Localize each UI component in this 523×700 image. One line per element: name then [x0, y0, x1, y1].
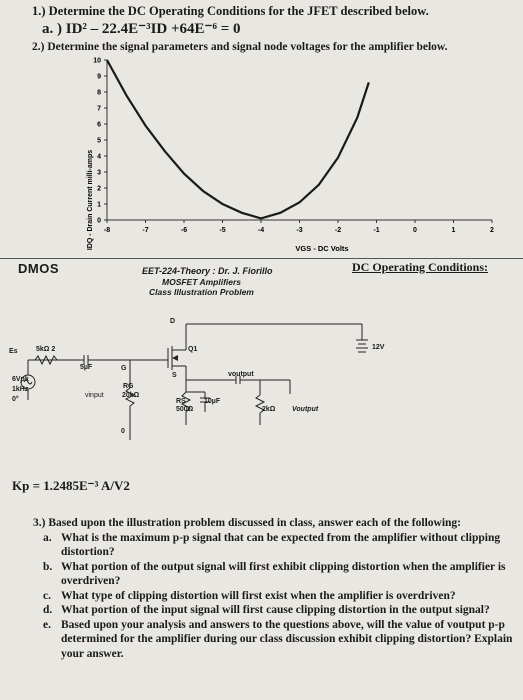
x-tick-label: 2	[490, 227, 494, 234]
question-1a-equation: a. ) ID² – 22.4E⁻³ID +64E⁻⁶ = 0	[42, 21, 241, 37]
x-tick-label: -4	[258, 227, 264, 234]
question-3-item: e. Based upon your analysis and answers t…	[43, 618, 518, 662]
dc-operating-conditions-heading: DC Operating Conditions:	[352, 260, 489, 274]
question-2: 2.) Determine the signal parameters and …	[32, 41, 448, 53]
y-tick-label: 10	[93, 58, 101, 65]
question-3-item-letter: e.	[43, 618, 51, 631]
x-tick-label: -3	[296, 227, 302, 234]
gate-label: G	[121, 365, 127, 372]
rs-resistor	[180, 391, 192, 413]
x-tick-label: -5	[219, 227, 225, 234]
question-3-item: d. What portion of the input signal will …	[43, 603, 518, 618]
signal-frequency-label: 1kHz	[12, 386, 29, 393]
question-1: 1.) Determine the DC Operating Condition…	[32, 4, 429, 18]
x-tick-label: -8	[104, 227, 110, 234]
circuit-title-topic: MOSFET Amplifiers	[162, 277, 242, 287]
rs-label: RS	[176, 398, 186, 405]
source-resistor-label: 5kΩ 2	[36, 346, 56, 353]
signal-amplitude-label: 6Vpk	[12, 376, 29, 383]
bypass-cap-label: 10µF	[204, 398, 221, 405]
dmos-label: DMOS	[18, 261, 59, 276]
drain-label: D	[170, 318, 176, 325]
question-3-item-text: What portion of the input signal will fi…	[61, 604, 490, 616]
question-3-item-text: What type of clipping distortion will fi…	[61, 589, 456, 602]
vdd-label: 12V	[372, 344, 385, 351]
question-3-item-letter: b.	[43, 560, 53, 573]
circuit-title-author: EET-224-Theory : Dr. J. Fiorillo	[142, 266, 273, 276]
section-divider	[0, 258, 523, 259]
question-3-list: a. What is the maximum p-p signal that ca…	[43, 531, 518, 662]
question-3-item: c. What type of clipping distortion will …	[43, 589, 518, 604]
y-tick-label: 5	[97, 138, 101, 145]
question-3-item-text: Based upon your analysis and answers to …	[61, 618, 513, 660]
question-3-item-letter: a.	[43, 531, 52, 544]
amplifier-schematic	[20, 323, 368, 440]
x-tick-label: -7	[142, 227, 148, 234]
y-tick-label: 7	[97, 106, 101, 113]
rl-value: 2kΩ	[262, 406, 276, 413]
y-tick-label: 4	[97, 154, 101, 161]
question-3-item-text: What portion of the output signal will f…	[61, 560, 506, 588]
y-tick-label: 0	[97, 218, 101, 225]
rg-resistor	[124, 387, 136, 407]
question-3-item: b. What portion of the output signal will…	[43, 560, 518, 589]
y-tick-label: 1	[97, 202, 101, 209]
y-tick-label: 3	[97, 170, 101, 177]
question-3-item-letter: c.	[43, 589, 51, 602]
y-axis-label: IDQ - Drain Current milli-amps	[87, 150, 94, 250]
q1-label: Q1	[188, 346, 198, 353]
input-cap-label: 5µF	[80, 364, 93, 371]
x-tick-label: 0	[413, 227, 417, 234]
ground-label: 0	[121, 428, 125, 435]
rg-value: 20kΩ	[122, 392, 140, 399]
rg-label: RG	[123, 383, 134, 390]
question-3-item: a. What is the maximum p-p signal that ca…	[43, 531, 518, 560]
source-resistor	[34, 354, 58, 366]
x-tick-label: -1	[373, 227, 379, 234]
x-tick-label: 1	[452, 227, 456, 234]
rs-value: 500Ω	[176, 406, 194, 413]
y-tick-label: 9	[97, 74, 101, 81]
y-tick-label: 8	[97, 90, 101, 97]
source-node-label: S	[172, 372, 177, 379]
signal-phase-label: 0°	[12, 396, 19, 403]
circuit-title-problem: Class Illustration Problem	[149, 287, 254, 297]
question-3-item-letter: d.	[43, 604, 53, 616]
y-tick-label: 6	[97, 122, 101, 129]
question-3-intro: 3.) Based upon the illustration problem …	[33, 517, 461, 529]
vout-probe-label: Voutput	[292, 406, 319, 413]
es-label: Es	[9, 348, 18, 355]
mosfet-arrow	[172, 355, 178, 361]
vinput-label: vinput	[85, 392, 104, 399]
rl-resistor	[254, 394, 266, 414]
transfer-curve	[106, 59, 370, 220]
id-vgs-chart: -8 -7 -6 -5 -4 -3 -2 -1 0 1 2 0 1 2 3 4 5 6 7 8 9 10 IDQ - Dr…	[87, 58, 494, 254]
x-tick-label: -2	[335, 227, 341, 234]
voutput-label: voutput	[228, 371, 254, 378]
x-axis-label: VGS - DC Volts	[295, 244, 348, 253]
question-3-item-text: What is the maximum p-p signal that can …	[61, 531, 501, 559]
kp-value: Kp = 1.2485E⁻³ A/V2	[12, 478, 130, 493]
y-tick-label: 2	[97, 186, 101, 193]
x-tick-label: -6	[181, 227, 187, 234]
